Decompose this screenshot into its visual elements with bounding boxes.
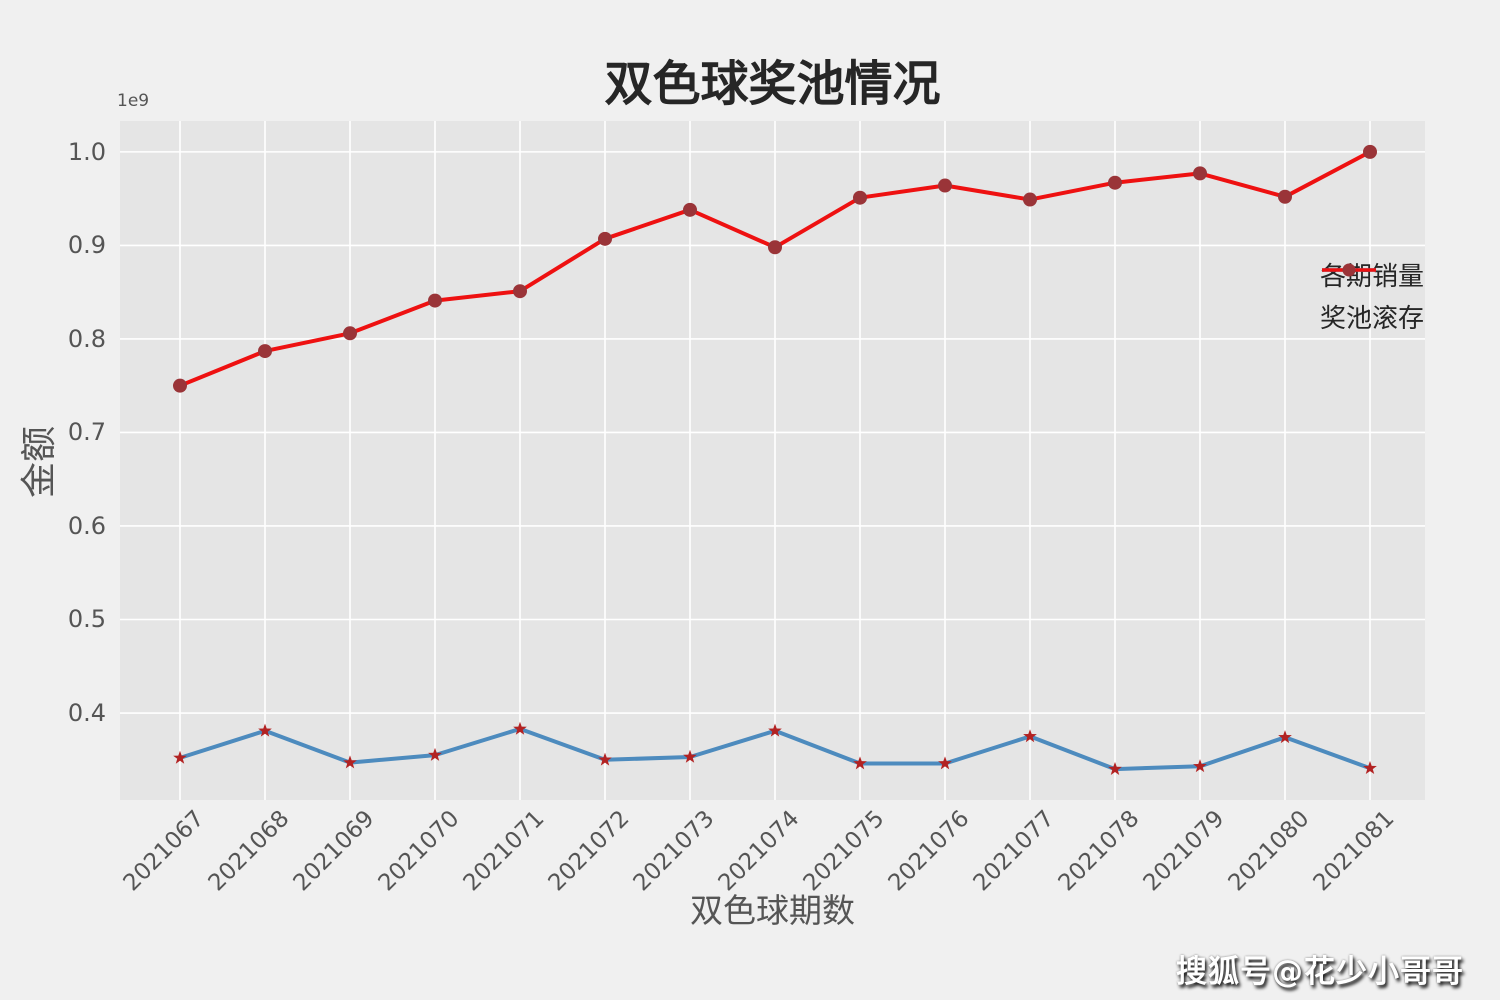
data-point-circle-marker [768, 240, 782, 255]
y-tick-label: 1.0 [67, 137, 106, 166]
data-point-star-marker [683, 749, 697, 763]
y-tick-label: 0.7 [67, 418, 106, 447]
y-axis-title: 金额 [19, 426, 60, 499]
x-tick-label: 2021081 [1308, 805, 1399, 897]
x-tick-label: 2021067 [118, 805, 209, 897]
y-tick-label: 0.6 [67, 511, 106, 540]
x-tick-label: 2021071 [458, 805, 549, 897]
data-point-circle-marker [938, 178, 952, 193]
data-point-star-marker [938, 756, 952, 770]
data-point-star-marker [513, 721, 527, 735]
x-tick-label: 2021078 [1053, 805, 1144, 897]
x-tick-label: 2021077 [968, 805, 1059, 897]
data-point-circle-marker [343, 326, 357, 341]
legend-label-pool: 奖池滚存 [1320, 304, 1425, 334]
y-tick-label: 0.4 [67, 699, 106, 728]
y-tick-label: 0.8 [67, 324, 106, 353]
x-tick-label: 2021075 [798, 805, 889, 897]
x-tick-label: 2021069 [288, 805, 379, 897]
data-point-star-marker [1363, 761, 1377, 775]
data-point-star-marker [1023, 729, 1037, 743]
plot-area: 各期销量 奖池滚存 [120, 121, 1425, 800]
chart-canvas [120, 121, 1425, 800]
data-point-circle-marker [598, 231, 612, 246]
data-point-star-marker [1108, 761, 1122, 775]
data-point-circle-marker [513, 284, 527, 299]
data-point-star-marker [768, 723, 782, 737]
x-tick-label: 2021072 [543, 805, 634, 897]
x-tick-label: 2021073 [628, 805, 719, 897]
data-point-circle-marker [683, 202, 697, 217]
data-point-circle-marker [853, 190, 867, 205]
data-point-star-marker [343, 755, 357, 769]
y-tick-label: 0.9 [67, 231, 106, 260]
data-point-circle-marker [1193, 166, 1207, 181]
x-tick-label: 2021079 [1138, 805, 1229, 897]
x-tick-label: 2021070 [373, 805, 464, 897]
y-tick-label: 0.5 [67, 605, 106, 634]
data-point-star-marker [598, 752, 612, 766]
x-axis-title: 双色球期数 [690, 891, 855, 930]
x-tick-label: 2021074 [713, 805, 804, 897]
data-point-circle-marker [1363, 144, 1377, 159]
data-point-circle-marker [428, 293, 442, 308]
data-point-star-marker [173, 750, 187, 764]
data-point-star-marker [428, 747, 442, 761]
x-tick-label: 2021068 [203, 805, 294, 897]
data-point-star-marker [258, 723, 272, 737]
data-point-circle-marker [1278, 189, 1292, 204]
data-point-star-marker [1278, 730, 1292, 744]
legend: 各期销量 奖池滚存 [1320, 256, 1424, 340]
chart-title: 双色球奖池情况 [604, 56, 941, 112]
data-point-circle-marker [1342, 263, 1356, 277]
data-point-star-marker [853, 756, 867, 770]
x-tick-label: 2021076 [883, 805, 974, 897]
data-point-circle-marker [1108, 175, 1122, 190]
data-point-circle-marker [1023, 192, 1037, 207]
legend-item-pool: 奖池滚存 [1320, 263, 1425, 340]
x-tick-label: 2021080 [1223, 805, 1314, 897]
data-point-circle-marker [258, 344, 272, 359]
data-point-star-marker [1193, 759, 1207, 773]
data-point-circle-marker [173, 378, 187, 393]
y-axis-offset-label: 1e9 [117, 91, 150, 111]
watermark-text: 搜狐号@花少小哥哥 [1176, 954, 1464, 990]
legend-sample-pool-line-icon [1322, 263, 1376, 277]
